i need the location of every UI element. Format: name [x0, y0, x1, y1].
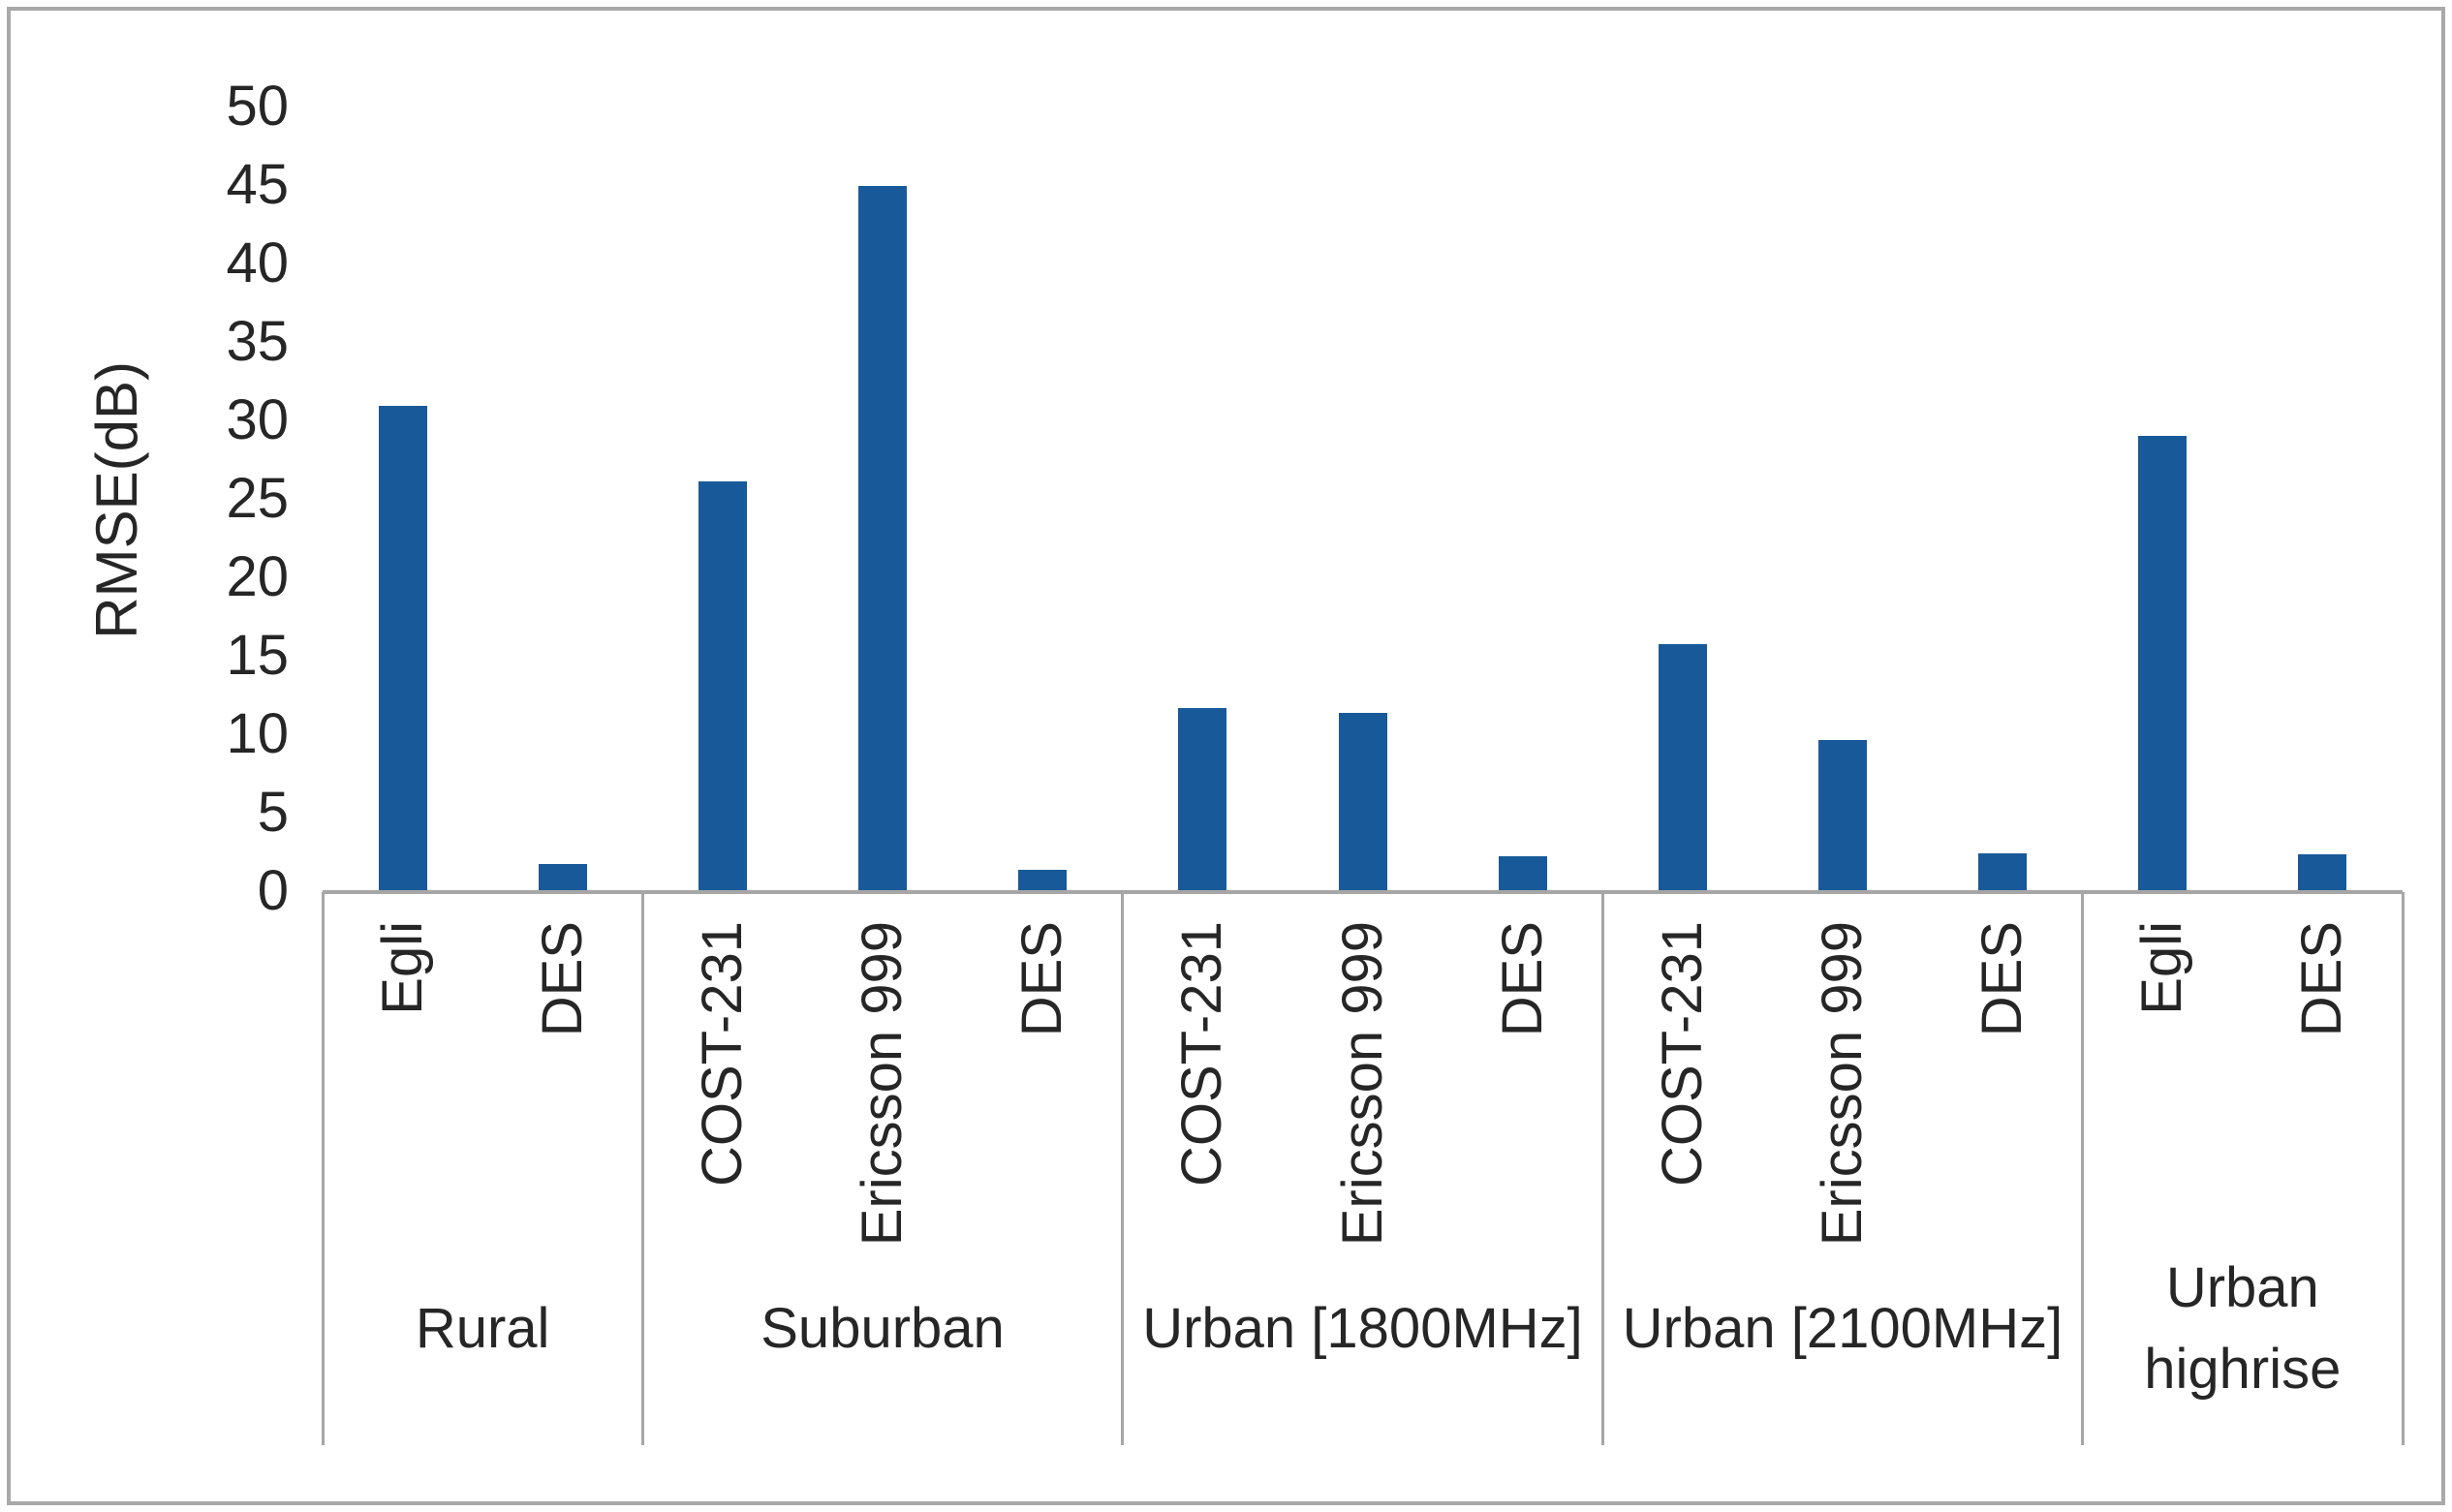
y-tick-label: 35: [226, 310, 289, 374]
group-divider: [1600, 892, 1604, 1445]
group-label: Urban highrise: [2144, 1255, 2342, 1401]
y-tick-label: 5: [257, 781, 289, 845]
bar: [1658, 644, 1707, 892]
y-tick-label: 15: [226, 624, 289, 688]
category-label: Egli: [2130, 921, 2194, 1015]
bar: [2298, 854, 2347, 892]
category-label: COST-231: [1650, 921, 1714, 1187]
bar: [698, 480, 747, 892]
category-label: Egli: [370, 921, 434, 1015]
category-label: DES: [530, 921, 594, 1037]
group-label: Urban [1800MHz]: [1142, 1296, 1583, 1360]
y-tick-label: 45: [226, 153, 289, 217]
group-label: Rural: [415, 1296, 550, 1360]
category-label: COST-231: [1170, 921, 1234, 1187]
category-label: DES: [2290, 921, 2354, 1037]
bar: [858, 186, 908, 892]
group-divider: [640, 892, 644, 1445]
bar: [378, 405, 427, 892]
bar: [1338, 713, 1387, 892]
y-tick-label: 10: [226, 702, 289, 766]
bar: [1498, 855, 1547, 892]
group-label: Suburban: [760, 1296, 1005, 1360]
y-tick-label: 20: [226, 545, 289, 609]
category-label: Ericsson 999: [1330, 921, 1394, 1247]
y-tick-label: 40: [226, 231, 289, 295]
category-label: DES: [1971, 921, 2034, 1037]
y-tick-label: 0: [257, 859, 289, 923]
y-tick-label: 50: [226, 75, 289, 139]
category-label: Ericsson 999: [851, 921, 915, 1247]
group-divider: [1121, 892, 1125, 1445]
y-tick-label: 30: [226, 388, 289, 452]
y-tick-label: 25: [226, 467, 289, 531]
bar: [538, 863, 587, 892]
bar: [2138, 435, 2188, 892]
category-label: Ericsson 999: [1810, 921, 1874, 1247]
bar: [1978, 852, 2028, 892]
bar: [1178, 708, 1227, 892]
category-label: COST-231: [690, 921, 754, 1187]
group-divider: [2081, 892, 2085, 1445]
group-label: Urban [2100MHz]: [1622, 1296, 2064, 1360]
group-divider: [321, 892, 325, 1445]
bar: [1817, 739, 1867, 892]
x-axis-line: [323, 890, 2403, 894]
bar: [1018, 870, 1068, 892]
category-label: DES: [1010, 921, 1074, 1037]
category-label: DES: [1490, 921, 1554, 1037]
group-divider: [2401, 892, 2405, 1445]
